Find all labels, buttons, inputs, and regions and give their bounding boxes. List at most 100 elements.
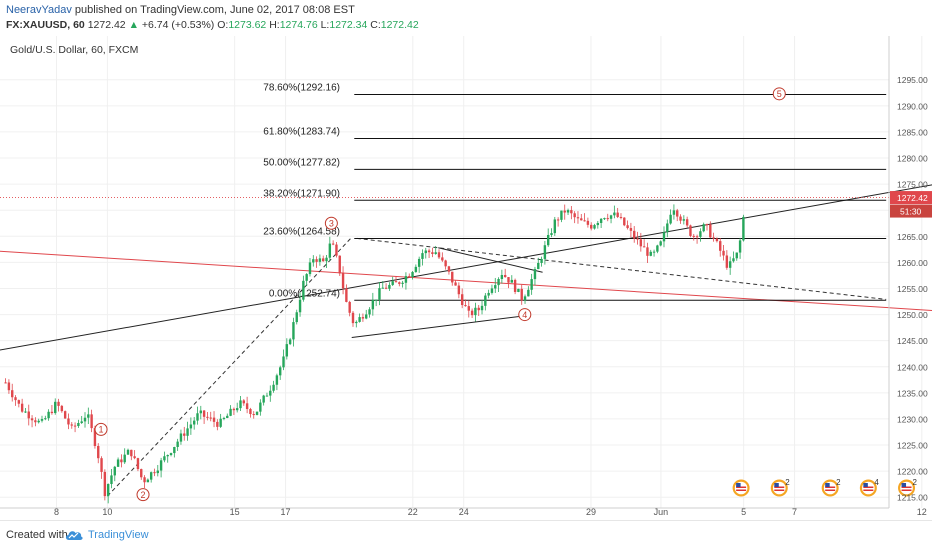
candle[interactable] — [616, 212, 619, 217]
candle[interactable] — [153, 472, 156, 474]
us-flag-event-icon[interactable] — [732, 479, 750, 497]
candle[interactable] — [503, 274, 507, 278]
candle[interactable] — [20, 403, 24, 412]
candle[interactable] — [599, 218, 603, 223]
candle[interactable] — [17, 400, 21, 404]
lower-support-line[interactable] — [351, 315, 523, 339]
candle[interactable] — [540, 258, 543, 263]
candle[interactable] — [454, 282, 457, 286]
candle[interactable] — [490, 288, 494, 293]
candle[interactable] — [87, 414, 90, 418]
candle[interactable] — [60, 405, 64, 412]
red-down-trendline[interactable] — [0, 249, 932, 313]
wave-circle[interactable] — [518, 308, 532, 322]
candle[interactable] — [573, 213, 576, 218]
candle[interactable] — [209, 417, 212, 419]
candle[interactable] — [543, 245, 547, 259]
candle[interactable] — [676, 210, 679, 217]
candle[interactable] — [70, 424, 73, 426]
candle[interactable] — [183, 433, 186, 436]
candle[interactable] — [27, 411, 30, 419]
candle[interactable] — [361, 317, 365, 319]
candle[interactable] — [7, 382, 11, 391]
candle[interactable] — [619, 216, 623, 218]
wave-circle[interactable] — [772, 87, 786, 101]
candle[interactable] — [219, 418, 222, 427]
candle[interactable] — [401, 282, 404, 284]
candle[interactable] — [404, 276, 408, 283]
candle[interactable] — [722, 250, 725, 256]
candle[interactable] — [520, 288, 523, 301]
time-axis[interactable]: 8 10 15 17 22 24 29 Jun 5 7 12 — [54, 507, 927, 517]
candle[interactable] — [685, 219, 689, 226]
candle[interactable] — [232, 408, 236, 411]
candle[interactable] — [146, 479, 150, 483]
candle[interactable] — [527, 289, 530, 297]
candle[interactable] — [136, 458, 140, 470]
fibonacci-retracement[interactable]: 0.00%(1252.74)23.60%(1264.58)38.20%(1271… — [263, 83, 887, 301]
candle[interactable] — [583, 220, 586, 222]
candle[interactable] — [345, 288, 348, 302]
candle[interactable] — [140, 469, 143, 478]
candle[interactable] — [712, 237, 715, 239]
candle[interactable] — [90, 414, 93, 429]
candle[interactable] — [44, 418, 47, 420]
candle[interactable] — [566, 210, 570, 213]
price-chart[interactable]: 0.00%(1252.74)23.60%(1264.58)38.20%(1271… — [0, 36, 932, 520]
candle[interactable] — [550, 233, 553, 235]
candle[interactable] — [298, 299, 302, 313]
candle[interactable] — [487, 292, 490, 296]
candle[interactable] — [480, 305, 484, 311]
candle[interactable] — [523, 296, 527, 301]
candle[interactable] — [262, 395, 265, 403]
candle[interactable] — [441, 257, 444, 261]
candle[interactable] — [341, 273, 345, 289]
candle[interactable] — [133, 456, 136, 459]
candle[interactable] — [662, 232, 666, 242]
candle[interactable] — [312, 259, 315, 263]
candle[interactable] — [189, 424, 193, 429]
candle[interactable] — [636, 238, 639, 240]
candle[interactable] — [169, 453, 173, 456]
candle[interactable] — [609, 215, 613, 219]
candle[interactable] — [100, 458, 103, 472]
candle[interactable] — [269, 390, 272, 396]
us-flag-event-icon[interactable]: 4 — [859, 478, 880, 497]
wave-circle[interactable] — [94, 422, 108, 436]
candle[interactable] — [130, 449, 133, 457]
candle[interactable] — [202, 410, 206, 417]
candle[interactable] — [669, 214, 672, 224]
candle[interactable] — [474, 307, 477, 316]
candle[interactable] — [689, 225, 692, 236]
candle[interactable] — [173, 446, 176, 454]
candle[interactable] — [424, 250, 427, 254]
candle[interactable] — [40, 419, 44, 421]
candle[interactable] — [73, 425, 77, 427]
elliott-wave-labels[interactable]: 1 2 3 4 5 — [94, 87, 786, 502]
candle[interactable] — [226, 415, 229, 418]
candle[interactable] — [222, 417, 226, 419]
candle[interactable] — [507, 277, 510, 283]
dashed-down-trendline[interactable] — [356, 237, 887, 300]
candle[interactable] — [199, 410, 203, 414]
candle[interactable] — [265, 395, 269, 397]
tradingview-cloud-icon[interactable] — [64, 527, 84, 543]
black-up-trendline[interactable] — [0, 176, 932, 355]
candle[interactable] — [646, 247, 649, 256]
candle[interactable] — [427, 250, 431, 253]
candle[interactable] — [120, 459, 123, 463]
candle[interactable] — [123, 454, 126, 463]
candle[interactable] — [580, 218, 583, 221]
candle[interactable] — [556, 219, 560, 221]
candle[interactable] — [242, 400, 246, 404]
candle[interactable] — [80, 421, 83, 424]
candle[interactable] — [391, 281, 394, 285]
candle[interactable] — [24, 411, 27, 413]
candle[interactable] — [331, 243, 335, 245]
candle[interactable] — [513, 279, 517, 292]
candle[interactable] — [179, 433, 183, 442]
candle[interactable] — [159, 460, 163, 471]
candle[interactable] — [738, 240, 742, 253]
candle[interactable] — [533, 269, 537, 280]
tradingview-brand[interactable]: TradingView — [88, 529, 149, 541]
